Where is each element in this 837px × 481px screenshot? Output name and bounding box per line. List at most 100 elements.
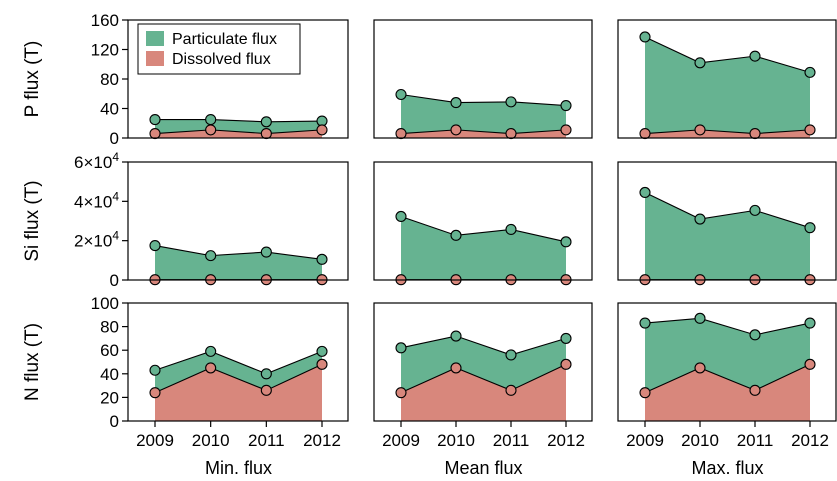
x-axis-label: Mean flux: [444, 458, 522, 478]
particulate-area: [401, 94, 566, 134]
dissolved-point: [450, 362, 462, 374]
particulate-point: [316, 253, 328, 265]
particulate-point: [560, 236, 572, 248]
particulate-point: [395, 88, 407, 101]
y-tick-label: 60: [100, 341, 119, 360]
panel-3-2: 2009 2010 2011 2012: [373, 302, 593, 450]
particulate-line: [644, 191, 811, 229]
particulate-line: [400, 215, 567, 243]
particulate-area: [155, 351, 322, 393]
x-tick-label: 2011: [493, 431, 530, 450]
y-tick-label: 4×104: [74, 189, 119, 211]
dissolved-point: [395, 128, 407, 140]
y-tick-label: 160: [91, 11, 119, 30]
particulate-point: [804, 222, 816, 234]
particulate-point: [694, 213, 706, 225]
panel-3-1: 0 20 40 60 80 100 2009 2010 2011 2012: [91, 294, 349, 450]
x-tick-label: 2010: [437, 431, 475, 450]
particulate-point: [205, 250, 217, 262]
dissolved-area: [645, 129, 810, 138]
x-tick-label: 2010: [192, 431, 230, 450]
panel-2-2: [373, 161, 593, 286]
dissolved-point: [205, 362, 217, 374]
particulate-line: [400, 93, 567, 107]
dissolved-line: [400, 363, 567, 394]
particulate-point: [505, 96, 517, 108]
y-tick-label: 2×104: [74, 229, 119, 251]
particulate-point: [260, 246, 272, 258]
dissolved-line: [400, 129, 567, 135]
particulate-point: [205, 345, 217, 357]
particulate-point: [694, 312, 706, 324]
x-tick-label: 2009: [382, 431, 420, 450]
particulate-area: [645, 36, 810, 134]
x-tick-label: 2009: [626, 431, 664, 450]
x-tick-label: 2012: [303, 431, 341, 450]
dissolved-point: [694, 362, 706, 374]
legend-swatch-dissolved: [146, 51, 164, 66]
panel-frame: [373, 19, 593, 139]
panel-frame: [617, 19, 837, 139]
dissolved-line: [644, 363, 811, 394]
y-axis-label: P flux (T): [22, 41, 43, 118]
particulate-point: [395, 210, 407, 223]
legend-label-dissolved: Dissolved flux: [172, 51, 271, 68]
particulate-area: [645, 192, 810, 280]
panel-frame: [127, 302, 349, 422]
particulate-area: [155, 119, 322, 134]
dissolved-point: [149, 387, 161, 399]
particulate-line: [155, 119, 323, 123]
dissolved-point: [804, 124, 816, 136]
particulate-point: [395, 342, 407, 354]
panel-frame: [617, 161, 837, 281]
particulate-point: [560, 332, 572, 344]
y-tick-label: 0: [110, 412, 119, 431]
particulate-point: [205, 114, 217, 126]
dissolved-area: [401, 364, 566, 421]
particulate-point: [450, 97, 462, 109]
particulate-point: [260, 368, 272, 380]
panel-frame: [127, 161, 349, 281]
panel-3-3: 2009 2010 2011 2012: [617, 302, 837, 450]
particulate-point: [149, 240, 161, 252]
particulate-point: [749, 329, 761, 341]
dissolved-area: [155, 364, 322, 421]
dissolved-point: [260, 384, 272, 396]
particulate-line: [154, 350, 323, 375]
particulate-point: [316, 345, 328, 357]
x-tick-label: 2010: [681, 431, 719, 450]
particulate-area: [645, 318, 810, 393]
x-tick-label: 2012: [791, 431, 829, 450]
dissolved-area: [155, 129, 322, 138]
y-tick-label: 0: [110, 129, 119, 148]
panel-1-2: [373, 19, 593, 140]
particulate-point: [694, 57, 706, 69]
particulate-point: [505, 349, 517, 361]
particulate-point: [560, 100, 572, 112]
particulate-point: [260, 116, 272, 128]
dissolved-point: [395, 387, 407, 399]
y-axis-label: N flux (T): [22, 323, 43, 401]
dissolved-line: [644, 129, 811, 135]
x-tick-label: 2011: [248, 431, 285, 450]
x-axis-label: Min. flux: [205, 458, 272, 478]
panel-1-1: 0 40 80 120 160: [91, 11, 349, 148]
dissolved-area: [645, 364, 810, 421]
legend-swatch-particulate: [146, 31, 164, 46]
y-tick-label: 40: [100, 100, 119, 119]
dissolved-area: [401, 129, 566, 138]
dissolved-point: [316, 358, 328, 370]
legend-label-particulate: Particulate flux: [172, 31, 277, 48]
dissolved-point: [560, 358, 572, 370]
y-tick-label: 100: [91, 294, 119, 313]
particulate-point: [749, 204, 761, 216]
x-tick-label: 2009: [136, 431, 174, 450]
particulate-point: [639, 317, 651, 329]
y-tick-label: 0: [110, 271, 119, 290]
dissolved-point: [639, 128, 651, 140]
dissolved-point: [694, 124, 706, 136]
dissolved-point: [450, 124, 462, 136]
dissolved-point: [505, 384, 517, 396]
panels-layer: 0 40 80 120 160 0 2×104 4×104 6×104 0 20 40 60 80 100 2…: [22, 11, 837, 478]
